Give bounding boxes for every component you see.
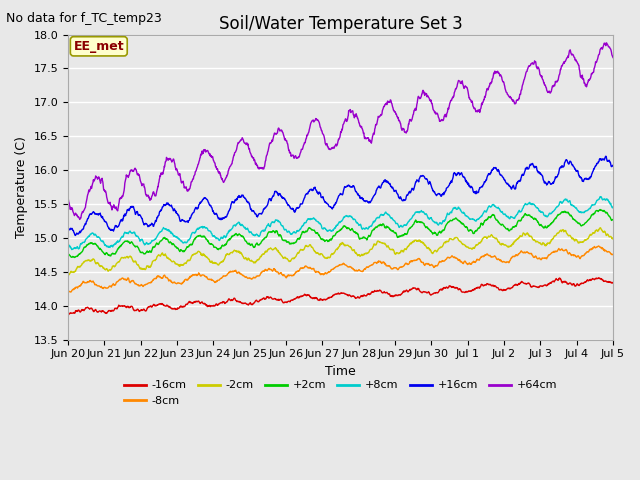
+8cm <box>64 241 72 247</box>
+8cm <box>247 229 255 235</box>
-16cm <box>609 280 617 286</box>
+2cm <box>596 206 604 212</box>
+2cm <box>545 223 552 229</box>
+2cm <box>247 242 255 248</box>
+16cm <box>173 210 180 216</box>
-8cm <box>545 252 552 258</box>
Line: +2cm: +2cm <box>68 209 613 257</box>
X-axis label: Time: Time <box>325 365 356 378</box>
-8cm <box>67 289 74 295</box>
+64cm <box>173 166 180 171</box>
+8cm <box>186 236 193 241</box>
Legend: -16cm, -8cm, -2cm, +2cm, +8cm, +16cm, +64cm: -16cm, -8cm, -2cm, +2cm, +8cm, +16cm, +6… <box>120 376 561 410</box>
+16cm <box>64 223 72 229</box>
+64cm <box>497 72 504 78</box>
+64cm <box>609 55 617 60</box>
+8cm <box>596 194 604 200</box>
+16cm <box>186 217 193 223</box>
+64cm <box>76 216 84 222</box>
Line: +16cm: +16cm <box>68 156 613 236</box>
+2cm <box>70 254 78 260</box>
-8cm <box>173 281 180 287</box>
-2cm <box>64 270 72 276</box>
+8cm <box>426 216 433 222</box>
Title: Soil/Water Temperature Set 3: Soil/Water Temperature Set 3 <box>219 15 462 33</box>
-16cm <box>595 275 602 281</box>
+16cm <box>72 233 79 239</box>
-16cm <box>497 287 504 292</box>
+16cm <box>545 179 552 184</box>
+2cm <box>426 227 433 232</box>
-2cm <box>596 225 604 230</box>
+16cm <box>426 180 433 186</box>
-2cm <box>186 258 193 264</box>
Text: No data for f_TC_temp23: No data for f_TC_temp23 <box>6 12 162 25</box>
+8cm <box>609 204 617 210</box>
-16cm <box>186 299 193 305</box>
+2cm <box>497 221 504 227</box>
-8cm <box>426 262 433 268</box>
+16cm <box>497 172 504 178</box>
Line: -16cm: -16cm <box>68 278 613 315</box>
+8cm <box>545 212 552 218</box>
-2cm <box>426 246 433 252</box>
-16cm <box>65 312 72 318</box>
+16cm <box>609 162 617 168</box>
-2cm <box>545 240 552 246</box>
+64cm <box>426 96 433 101</box>
-8cm <box>609 252 617 257</box>
-16cm <box>426 290 433 296</box>
+8cm <box>173 234 180 240</box>
+64cm <box>603 40 611 46</box>
+64cm <box>186 186 193 192</box>
-16cm <box>173 306 180 312</box>
+64cm <box>64 195 72 201</box>
+2cm <box>173 244 180 250</box>
Line: -2cm: -2cm <box>68 228 613 275</box>
+8cm <box>68 247 76 252</box>
-8cm <box>497 258 504 264</box>
-2cm <box>497 241 504 247</box>
Line: -8cm: -8cm <box>68 246 613 292</box>
+16cm <box>602 153 610 159</box>
Line: +64cm: +64cm <box>68 43 613 219</box>
Line: +8cm: +8cm <box>68 197 613 250</box>
-16cm <box>247 300 255 306</box>
-16cm <box>64 312 72 318</box>
-2cm <box>247 258 255 264</box>
Y-axis label: Temperature (C): Temperature (C) <box>15 136 28 238</box>
+8cm <box>497 208 504 214</box>
Text: EE_met: EE_met <box>74 40 124 53</box>
-8cm <box>186 275 193 280</box>
+64cm <box>545 89 552 95</box>
-16cm <box>545 282 552 288</box>
-2cm <box>173 261 180 267</box>
-8cm <box>64 288 72 294</box>
-8cm <box>247 276 255 281</box>
+2cm <box>64 252 72 257</box>
+2cm <box>186 242 193 248</box>
-2cm <box>65 272 73 277</box>
+2cm <box>609 217 617 223</box>
-2cm <box>609 236 617 242</box>
+16cm <box>247 206 255 212</box>
-8cm <box>595 243 602 249</box>
+64cm <box>247 151 255 156</box>
